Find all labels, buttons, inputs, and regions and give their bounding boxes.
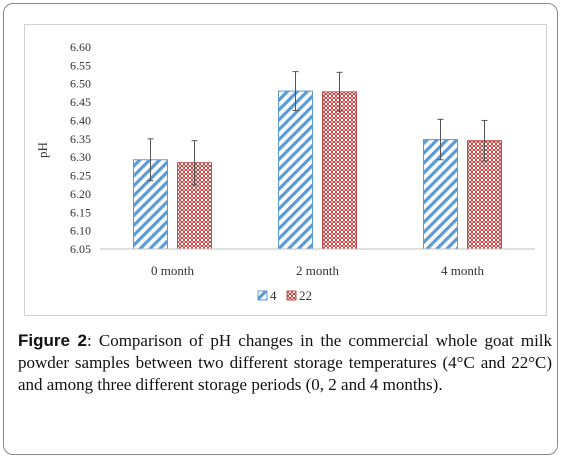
x-category-label: 2 month: [296, 263, 339, 278]
y-tick-label: 6.45: [70, 95, 91, 109]
error-bars: [147, 71, 488, 186]
bar-2-month-series-4: [278, 90, 313, 250]
y-tick-label: 6.60: [70, 40, 91, 54]
y-tick-label: 6.35: [70, 132, 91, 146]
figure-frame: pH 6.05 6.10 6.15 6.20 6.25 6.30 6.35 6.40 6.45 6…: [3, 3, 558, 455]
caption-text: : Comparison of pH changes in the commer…: [18, 331, 553, 394]
x-category-label: 4 month: [441, 263, 484, 278]
y-axis-ticks: 6.05 6.10 6.15 6.20 6.25 6.30 6.35 6.40 6.45 6.50…: [70, 40, 91, 256]
chart-area: pH 6.05 6.10 6.15 6.20 6.25 6.30 6.35 6.40 6.45 6…: [24, 24, 547, 316]
legend-swatch-22: [286, 290, 297, 301]
figure-caption: Figure 2: Comparison of pH changes in th…: [18, 330, 552, 396]
x-category-label: 0 month: [151, 263, 194, 278]
bar-2-month-series-22: [322, 91, 357, 250]
y-tick-label: 6.55: [70, 58, 91, 72]
y-tick-label: 6.40: [70, 113, 91, 127]
ph-bar-chart: pH 6.056.106.156.206.256.306.356.406.456…: [35, 40, 535, 303]
bar-4-month-series-22: [467, 140, 502, 250]
y-axis-label: pH: [35, 142, 50, 158]
y-tick-label: 6.20: [70, 187, 91, 201]
legend: 4 22: [257, 288, 312, 303]
y-tick-label: 6.05: [70, 242, 91, 256]
y-tick-label: 6.15: [70, 205, 91, 219]
x-axis-categories: 0 month 2 month 4 month: [151, 263, 484, 278]
y-tick-label: 6.50: [70, 77, 91, 91]
legend-label: 4: [270, 288, 277, 303]
bars: [133, 90, 502, 250]
y-tick-label: 6.30: [70, 150, 91, 164]
legend-swatch-4: [257, 290, 268, 301]
y-tick-label: 6.10: [70, 224, 91, 238]
y-tick-label: 6.25: [70, 169, 91, 183]
caption-label: Figure 2: [18, 331, 88, 350]
legend-label: 22: [299, 288, 312, 303]
